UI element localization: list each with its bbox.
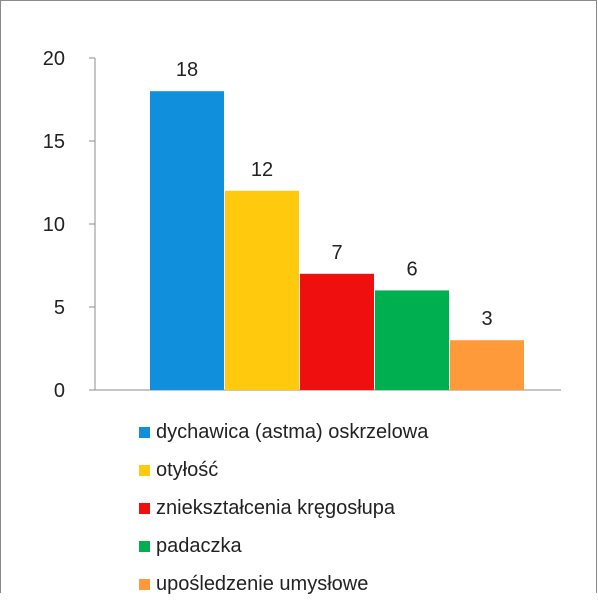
data-label: 7 xyxy=(331,242,342,264)
legend-swatch xyxy=(139,502,150,514)
y-tick-label: 10 xyxy=(43,214,65,236)
data-label: 3 xyxy=(481,308,492,330)
legend: dychawica (astma) oskrzelowa otyłość zniek… xyxy=(139,413,428,603)
y-tick-label: 15 xyxy=(43,131,65,153)
y-tick-label: 5 xyxy=(54,297,65,319)
legend-label: otyłość xyxy=(156,458,219,481)
data-label: 6 xyxy=(406,258,417,280)
legend-item: padaczka xyxy=(139,527,428,565)
legend-swatch xyxy=(139,426,150,438)
data-label: 18 xyxy=(176,59,198,81)
legend-item: zniekształcenia kręgosłupa xyxy=(139,489,428,527)
y-tick-label: 20 xyxy=(43,48,65,70)
legend-item: upośledzenie umysłowe xyxy=(139,565,428,603)
legend-label: upośledzenie umysłowe xyxy=(156,572,369,595)
bar-4 xyxy=(375,290,449,390)
bar-2 xyxy=(225,190,299,390)
legend-label: zniekształcenia kręgosłupa xyxy=(156,496,396,519)
legend-item: otyłość xyxy=(139,451,428,489)
bar-5 xyxy=(450,340,524,390)
legend-item: dychawica (astma) oskrzelowa xyxy=(139,413,428,451)
legend-swatch xyxy=(139,464,150,476)
bars xyxy=(150,91,524,390)
legend-swatch xyxy=(139,540,150,552)
bar-3 xyxy=(300,273,374,390)
legend-label: dychawica (astma) oskrzelowa xyxy=(156,420,429,443)
y-tick-label: 0 xyxy=(54,380,65,402)
legend-label: padaczka xyxy=(156,534,242,557)
data-labels: 18 12 7 6 3 xyxy=(176,59,493,330)
legend-swatch xyxy=(139,578,150,590)
data-label: 12 xyxy=(251,159,273,181)
bar-1 xyxy=(150,91,224,390)
